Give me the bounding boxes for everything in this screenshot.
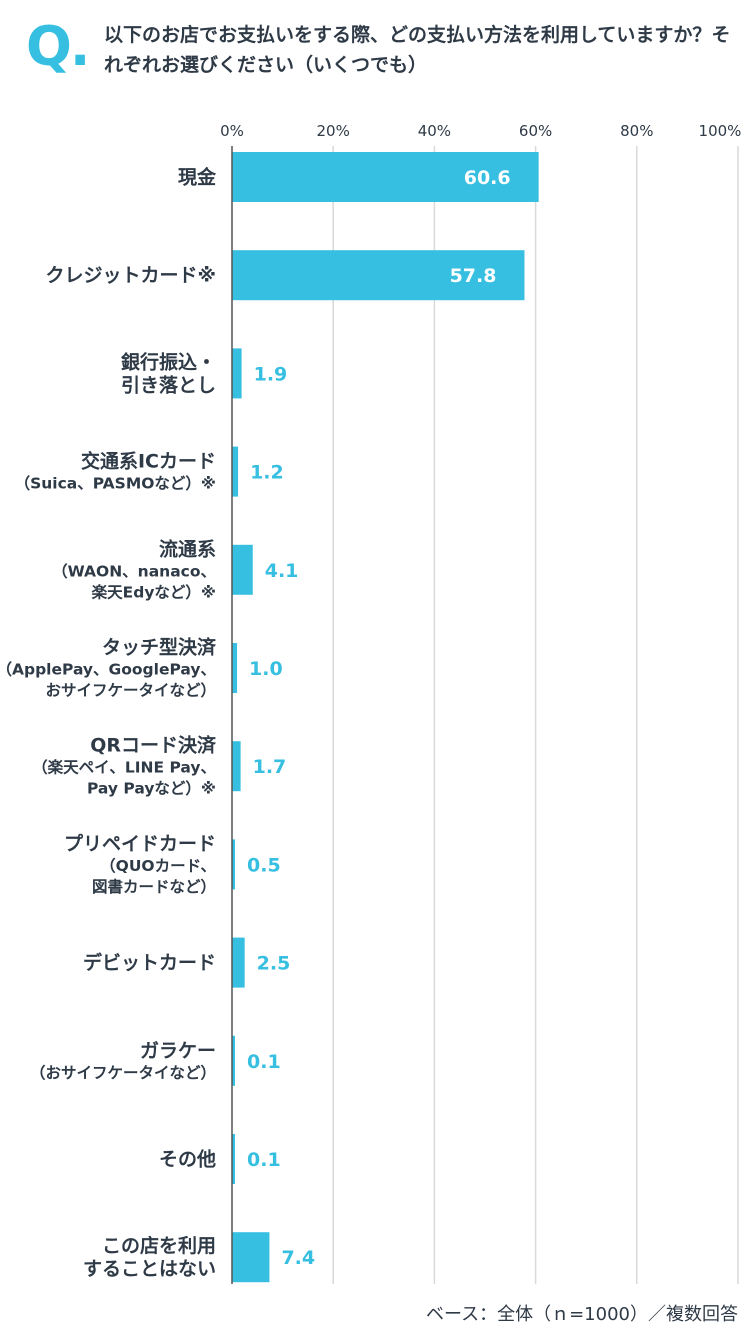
category-label: （QUOカード、 — [100, 857, 216, 875]
value-label-0: 60.6 — [464, 167, 511, 189]
value-label-5: 1.0 — [249, 658, 283, 680]
value-label-6: 1.7 — [253, 756, 287, 778]
bar-chart: 0% 20% 40% 60% 80% 100% 60.6 現金 57.8 クレジットカード※ 1.9… — [0, 122, 742, 1284]
category-label: （ApplePay、GooglePay、 — [0, 661, 216, 679]
base-footnote: ベース：全体（ｎ=1000）／複数回答 — [426, 1304, 738, 1325]
bar-6 — [232, 741, 241, 792]
bar-4 — [232, 544, 253, 595]
category-label: QRコード決済 — [90, 734, 217, 757]
category-label: 交通系ICカード — [81, 450, 216, 473]
value-label-11: 7.4 — [281, 1247, 315, 1269]
value-label-7: 0.5 — [247, 854, 281, 876]
value-label-4: 4.1 — [265, 560, 299, 582]
category-label: 銀行振込・ — [121, 350, 216, 373]
category-label: 現金 — [178, 166, 217, 189]
category-label: ガラケー — [140, 1040, 216, 1062]
bar-10 — [232, 1134, 235, 1184]
value-label-2: 1.9 — [254, 363, 288, 385]
x-tick-label: 20% — [317, 122, 350, 140]
bar-1 — [232, 250, 525, 301]
category-label: Pay Payなど）※ — [87, 780, 216, 798]
question-header: Q. 以下のお店でお支払いをする際、どの支払い方法を利用していますか？それぞれお… — [18, 14, 742, 104]
x-tick-label: 40% — [418, 122, 451, 140]
category-label: デビットカード — [83, 951, 216, 974]
category-label: その他 — [159, 1148, 216, 1171]
bar-11 — [232, 1232, 270, 1283]
category-label: （Suica、PASMOなど）※ — [15, 475, 216, 493]
bar-2 — [232, 348, 242, 399]
category-label: タッチ型決済 — [102, 636, 217, 659]
question-text: 以下のお店でお支払いをする際、どの支払い方法を利用していますか？それぞれお選びく… — [104, 24, 731, 76]
category-label: クレジットカード※ — [46, 265, 216, 287]
category-label: 楽天Edyなど）※ — [92, 582, 216, 601]
category-label: プリペイドカード — [64, 832, 216, 855]
bar-8 — [232, 937, 245, 988]
x-tick-label: 0% — [220, 122, 244, 140]
bar-7 — [232, 839, 235, 890]
value-label-1: 57.8 — [450, 265, 497, 287]
category-label: することはない — [83, 1258, 216, 1280]
value-label-9: 0.1 — [247, 1051, 281, 1073]
bar-5 — [232, 643, 238, 693]
x-tick-label: 100% — [699, 122, 742, 140]
category-label: （おサイフケータイなど） — [30, 1064, 216, 1082]
value-label-10: 0.1 — [247, 1149, 281, 1171]
question-marker: Q. — [26, 15, 90, 78]
bar-9 — [232, 1035, 235, 1086]
x-tick-label: 60% — [519, 122, 552, 140]
category-label: 図書カードなど） — [92, 877, 216, 896]
category-label: （楽天ペイ、LINE Pay、 — [32, 758, 216, 777]
value-label-8: 2.5 — [257, 953, 291, 975]
bar-3 — [232, 446, 239, 497]
bar-0 — [232, 152, 539, 202]
category-label: おサイフケータイなど） — [45, 682, 216, 700]
value-label-3: 1.2 — [250, 462, 284, 484]
category-label: この店を利用 — [102, 1234, 216, 1257]
category-label: （WAON、nanaco、 — [52, 562, 216, 580]
category-label: 引き落とし — [121, 373, 216, 396]
category-label: 流通系 — [159, 537, 216, 560]
x-tick-label: 80% — [620, 122, 653, 140]
